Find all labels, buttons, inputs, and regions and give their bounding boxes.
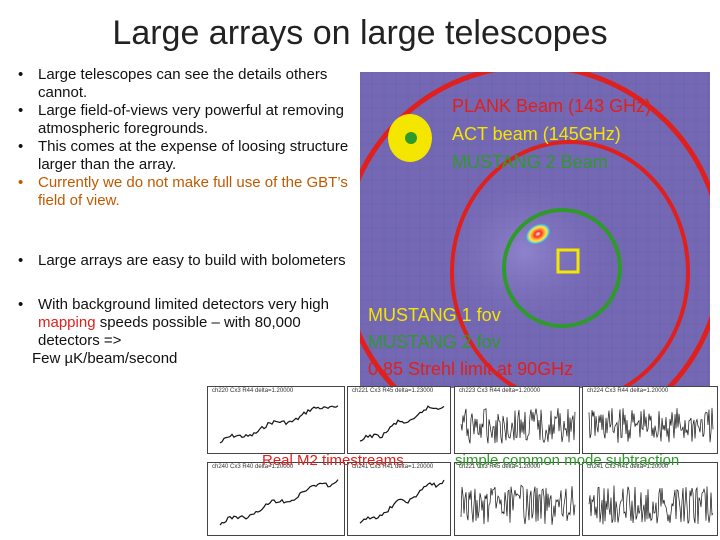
slide-title: Large arrays on large telescopes: [112, 14, 608, 52]
mustang2-fov-label: MUSTANG 2 fov: [368, 332, 501, 352]
source-blob: [524, 222, 552, 246]
bullet-text-post: speeds possible – with 80,000 detectors …: [38, 314, 301, 349]
timestream-panel-title: ch240 Cx3 R40 delta=1.20000: [212, 464, 294, 470]
timestream-panel-title: ch220 Cx3 R44 delta=1.20000: [212, 388, 294, 394]
mustang2-beam-label: MUSTANG 2 Beam: [452, 152, 608, 172]
bullet-text: Large arrays are easy to build with bolo…: [38, 252, 346, 269]
bullet-loosing-structure: • This comes at the expense of loosing s…: [14, 138, 359, 174]
mustang1-fov-square: [556, 248, 580, 274]
subtracted-panel-title: ch221 Cx3 R45 delta=1.20000: [459, 464, 541, 470]
bullet-large-arrays: • Large arrays are easy to build with bo…: [14, 252, 359, 270]
subtracted-panel-title: ch224 Cx3 R44 delta=1.20000: [587, 388, 669, 394]
timestream-panel: ch221 Cx3 R45 delta=1.23000: [347, 386, 451, 454]
subtracted-panel: ch224 Cx3 R44 delta=1.20000: [582, 386, 718, 454]
bullet-large-telescopes: • Large telescopes can see the details o…: [14, 66, 359, 102]
bullet-fov-atmosphere: • Large field-of-views very powerful at …: [14, 102, 359, 138]
mustang1-fov-label: MUSTANG 1 fov: [368, 305, 501, 325]
timestream-panel-title: ch221 Cx3 R45 delta=1.23000: [352, 388, 434, 394]
bullet-text: Currently we do not make full use of the…: [38, 174, 348, 209]
bullet-gbt-fov: • Currently we do not make full use of t…: [14, 174, 359, 210]
bullet-marker: •: [18, 174, 24, 191]
sky-map-image: [360, 72, 710, 388]
bullet-marker: •: [18, 252, 24, 269]
strehl-limit-ellipse: [450, 140, 690, 388]
bullet-marker: •: [18, 102, 24, 119]
bullet-marker: •: [18, 66, 24, 83]
subtracted-panel-title: ch223 Cx3 R44 delta=1.20000: [459, 388, 541, 394]
real-timestreams-caption: Real M2 timestreams: [262, 452, 404, 469]
bullet-text: Large telescopes can see the details oth…: [38, 66, 328, 101]
bullet-list: • Large telescopes can see the details o…: [14, 66, 359, 368]
bullet-text-pre: With background limited detectors very h…: [38, 296, 329, 313]
mustang2-fov-circle: [502, 208, 622, 328]
strehl-limit-label: 0.85 Strehl limit at 90GHz: [368, 359, 574, 379]
sensitivity-line: Few µK/beam/second: [32, 350, 178, 367]
timestream-panel: ch220 Cx3 R44 delta=1.20000: [207, 386, 345, 454]
subtracted-panel: ch223 Cx3 R44 delta=1.20000: [454, 386, 580, 454]
subtracted-panel: ch241 Cx3 R41 delta=1.20000: [582, 462, 718, 536]
subtracted-panel-title: ch241 Cx3 R41 delta=1.20000: [587, 464, 669, 470]
timestream-panel: ch240 Cx3 R40 delta=1.20000: [207, 462, 345, 536]
bullet-text: This comes at the expense of loosing str…: [38, 138, 349, 173]
plank-beam-label: PLANK Beam (143 GHz): [452, 96, 652, 116]
bullet-text: Large field-of-views very powerful at re…: [38, 102, 344, 137]
act-beam-label: ACT beam (145GHz): [452, 124, 621, 144]
bullet-marker: •: [18, 138, 24, 155]
mapping-keyword: mapping: [38, 314, 96, 331]
timestream-panel-title: ch241 Cx3 R41 delta=1.20000: [352, 464, 434, 470]
subtracted-panel: ch221 Cx3 R45 delta=1.20000: [454, 462, 580, 536]
bullet-detectors: • With background limited detectors very…: [14, 296, 338, 350]
common-mode-caption: simple common mode subtraction: [455, 452, 680, 469]
bullet-marker: •: [18, 296, 24, 313]
mustang2-beam-icon: [405, 132, 417, 144]
timestream-panel: ch241 Cx3 R41 delta=1.20000: [347, 462, 451, 536]
